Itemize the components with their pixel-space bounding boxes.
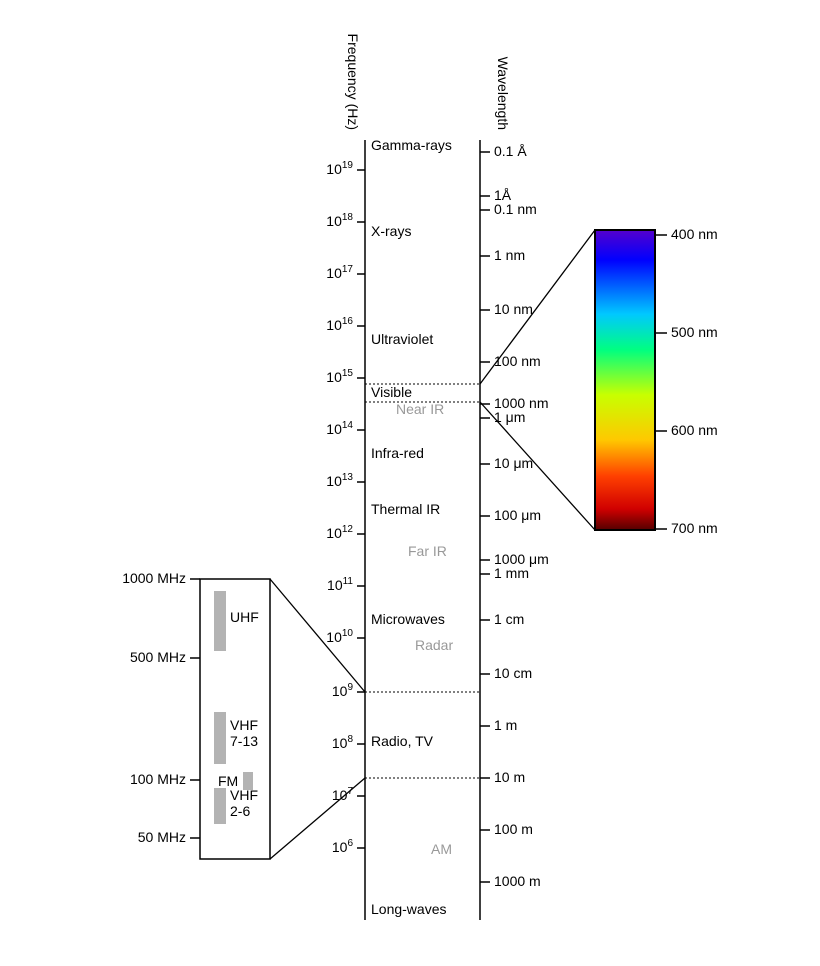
- region-label: Radar: [415, 637, 453, 653]
- wavelength-tick-label: 100 μm: [494, 507, 541, 523]
- region-label: Gamma-rays: [371, 137, 452, 153]
- frequency-tick-label: 1013: [326, 472, 353, 489]
- region-label: Microwaves: [371, 611, 445, 627]
- frequency-tick-label: 1012: [326, 524, 353, 541]
- radio-tick-label: 1000 MHz: [122, 570, 186, 586]
- radio-tick-label: 500 MHz: [130, 649, 186, 665]
- wavelength-tick-label: 1 cm: [494, 611, 524, 627]
- region-label: Long-waves: [371, 901, 447, 917]
- visible-tick-label: 400 nm: [671, 226, 718, 242]
- wavelength-tick-label: 100 m: [494, 821, 533, 837]
- radio-left-ticks: 1000 MHz 500 MHz 100 MHz 50 MHz: [122, 570, 200, 845]
- radio-band-label: VHF: [230, 717, 258, 733]
- region-label: Ultraviolet: [371, 331, 433, 347]
- wavelength-axis-label: Wavelength: [495, 57, 511, 130]
- region-label: Infra-red: [371, 445, 424, 461]
- frequency-tick-label: 1010: [326, 628, 353, 645]
- frequency-tick-label: 1015: [326, 368, 353, 385]
- frequency-ticks: 1019 1018 1017 1016 1015 1014 1013 1012 1011 1010…: [326, 160, 365, 855]
- wavelength-tick-label: 10 cm: [494, 665, 532, 681]
- wavelength-tick-label: 1000 m: [494, 873, 541, 889]
- region-label: Radio, TV: [371, 733, 434, 749]
- frequency-tick-label: 1019: [326, 160, 353, 177]
- region-label: AM: [431, 841, 452, 857]
- radio-band-sublabel: 7-13: [230, 733, 258, 749]
- wavelength-tick-label: 10 nm: [494, 301, 533, 317]
- wavelength-ticks: 0.1 Å1Å0.1 nm1 nm10 nm100 nm1000 nm1 μm1…: [480, 143, 549, 889]
- region-label: Far IR: [408, 543, 447, 559]
- wavelength-tick-label: 1 nm: [494, 247, 525, 263]
- em-spectrum-diagram: Frequency (Hz) Wavelength 10191018101710…: [0, 0, 820, 966]
- frequency-tick-label: 1016: [326, 316, 353, 333]
- wavelength-tick-label: 1 m: [494, 717, 517, 733]
- region-labels: Gamma-rays X-rays Ultraviolet VisibleNear I…: [371, 137, 453, 917]
- frequency-tick-label: 106: [332, 838, 354, 855]
- visible-tick-label: 600 nm: [671, 422, 718, 438]
- wavelength-tick-label: 0.1 Å: [494, 143, 527, 159]
- radio-tick-label: 50 MHz: [138, 829, 186, 845]
- visible-tick-label: 700 nm: [671, 520, 718, 536]
- visible-tick-label: 500 nm: [671, 324, 718, 340]
- frequency-tick-label: 1014: [326, 420, 353, 437]
- wavelength-tick-label: 10 μm: [494, 455, 533, 471]
- frequency-axis-label: Frequency (Hz): [345, 34, 361, 130]
- visible-spectrum-ticks: 400 nm 500 nm 600 nm 700 nm: [655, 226, 718, 536]
- visible-spectrum-gradient: [595, 230, 655, 530]
- frequency-tick-label: 108: [332, 734, 354, 751]
- radio-tick-label: 100 MHz: [130, 771, 186, 787]
- radio-band-sublabel: 2-6: [230, 803, 250, 819]
- dotted-dividers: [365, 384, 480, 778]
- radio-band-UHF: [214, 591, 226, 651]
- svg-text:Frequency (Hz): Frequency (Hz): [345, 34, 361, 130]
- svg-text:Wavelength: Wavelength: [495, 57, 511, 130]
- frequency-tick-label: 1011: [327, 576, 353, 593]
- region-label: X-rays: [371, 223, 411, 239]
- radio-band-VHF-7-13: [214, 712, 226, 764]
- region-label: Visible: [371, 384, 412, 400]
- region-label: Near IR: [396, 401, 444, 417]
- radio-band-VHF-2-6: [214, 788, 226, 824]
- wavelength-tick-label: 0.1 nm: [494, 201, 537, 217]
- region-label: Thermal IR: [371, 501, 440, 517]
- radio-band-label: VHF: [230, 787, 258, 803]
- wavelength-tick-label: 1 mm: [494, 565, 529, 581]
- frequency-tick-label: 107: [332, 786, 354, 803]
- frequency-tick-label: 1018: [326, 212, 353, 229]
- frequency-tick-label: 109: [332, 682, 354, 699]
- wavelength-tick-label: 10 m: [494, 769, 525, 785]
- frequency-tick-label: 1017: [326, 264, 353, 281]
- radio-band-label: UHF: [230, 609, 259, 625]
